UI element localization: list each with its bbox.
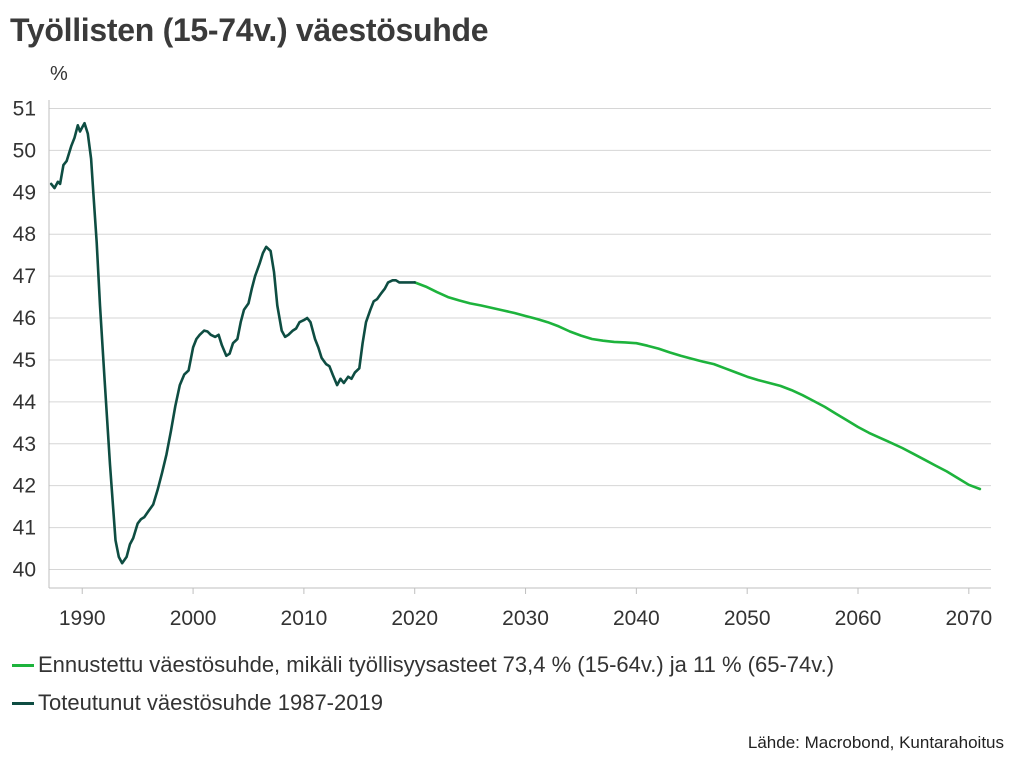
series-lines — [49, 121, 982, 565]
y-tick-label: 50 — [13, 139, 36, 162]
x-tick-label: 2060 — [835, 607, 882, 630]
source-note: Lähde: Macrobond, Kuntarahoitus — [747, 733, 1004, 752]
chart-title: Työllisten (15-74v.) väestösuhde — [10, 12, 489, 48]
y-tick-label: 41 — [13, 517, 36, 540]
gridlines — [48, 100, 991, 589]
legend-label-actual: Toteutunut väestösuhde 1987-2019 — [38, 690, 383, 715]
legend-swatch-actual — [12, 701, 34, 705]
x-tick-label: 2020 — [391, 607, 438, 630]
y-tick-label: 40 — [13, 559, 36, 582]
y-tick-label: 42 — [13, 475, 36, 498]
forecast-series-line — [413, 281, 982, 491]
x-tick-label: 2000 — [170, 607, 217, 630]
x-tick-label: 2030 — [502, 607, 549, 630]
y-axis-ticks: 40 41 42 43 44 45 46 47 48 49 50 51 — [13, 98, 37, 582]
y-tick-label: 43 — [13, 433, 36, 456]
y-tick-label: 49 — [13, 181, 36, 204]
y-axis-unit: % — [50, 63, 68, 85]
y-tick-label: 44 — [13, 391, 37, 414]
y-tick-label: 48 — [13, 223, 36, 246]
legend-label-forecast: Ennustettu väestösuhde, mikäli työllisyy… — [38, 652, 835, 677]
x-tick-label: 2010 — [281, 607, 328, 630]
y-tick-label: 47 — [13, 265, 36, 288]
line-chart: 40 41 42 43 44 45 46 47 48 49 50 51 1990 2000 2010 202… — [13, 63, 993, 630]
x-axis-ticks: 1990 2000 2010 2020 2030 2040 2050 2060 2070 — [59, 588, 992, 630]
y-tick-label: 45 — [13, 349, 36, 372]
x-tick-label: 2070 — [945, 607, 992, 630]
x-tick-label: 2040 — [613, 607, 660, 630]
y-tick-label: 46 — [13, 307, 36, 330]
legend-swatch-forecast — [12, 663, 34, 667]
y-tick-label: 51 — [13, 98, 36, 121]
actual-series-line — [49, 121, 417, 565]
x-tick-label: 2050 — [724, 607, 771, 630]
x-tick-label: 1990 — [59, 607, 106, 630]
legend-item-actual: Toteutunut väestösuhde 1987-2019 — [12, 690, 383, 716]
legend-item-forecast: Ennustettu väestösuhde, mikäli työllisyy… — [12, 652, 834, 678]
